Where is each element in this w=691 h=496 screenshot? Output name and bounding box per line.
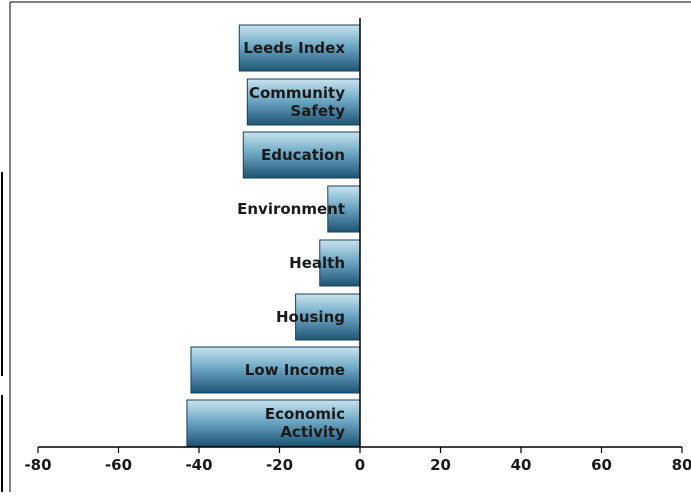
x-axis: -80 -60 -40 -20 0 20 40 60 80 — [24, 18, 691, 474]
x-tick-label-9: 80 — [672, 456, 691, 474]
category-label-1: Leeds Index — [243, 39, 345, 57]
x-tick-label-2: -60 — [105, 456, 132, 474]
x-tick-label-5: 0 — [355, 456, 365, 474]
category-label-7: Low Income — [245, 361, 345, 379]
x-tick-label-6: 20 — [430, 456, 451, 474]
bars-layer — [186, 24, 361, 447]
category-label-6: Housing — [276, 308, 345, 326]
category-label-5: Health — [289, 254, 345, 272]
x-tick-label-7: 40 — [511, 456, 532, 474]
x-tick-label-4: -20 — [266, 456, 293, 474]
bar-3 — [242, 131, 361, 179]
x-tick-label-1: -80 — [24, 456, 51, 474]
category-label-8-line-1: Economic — [265, 405, 345, 423]
category-label-2-line-1: Community — [249, 84, 345, 102]
category-label-8-line-2: Activity — [280, 423, 345, 441]
bar-6 — [295, 293, 361, 341]
bar-1 — [238, 24, 361, 72]
bar-4 — [327, 185, 361, 233]
category-label-4: Environment — [237, 200, 345, 218]
category-label-3: Education — [261, 146, 345, 164]
category-label-2-line-2: Safety — [290, 102, 345, 120]
x-tick-label-3: -40 — [185, 456, 212, 474]
bar-2 — [246, 78, 361, 126]
x-tick-label-8: 60 — [591, 456, 612, 474]
